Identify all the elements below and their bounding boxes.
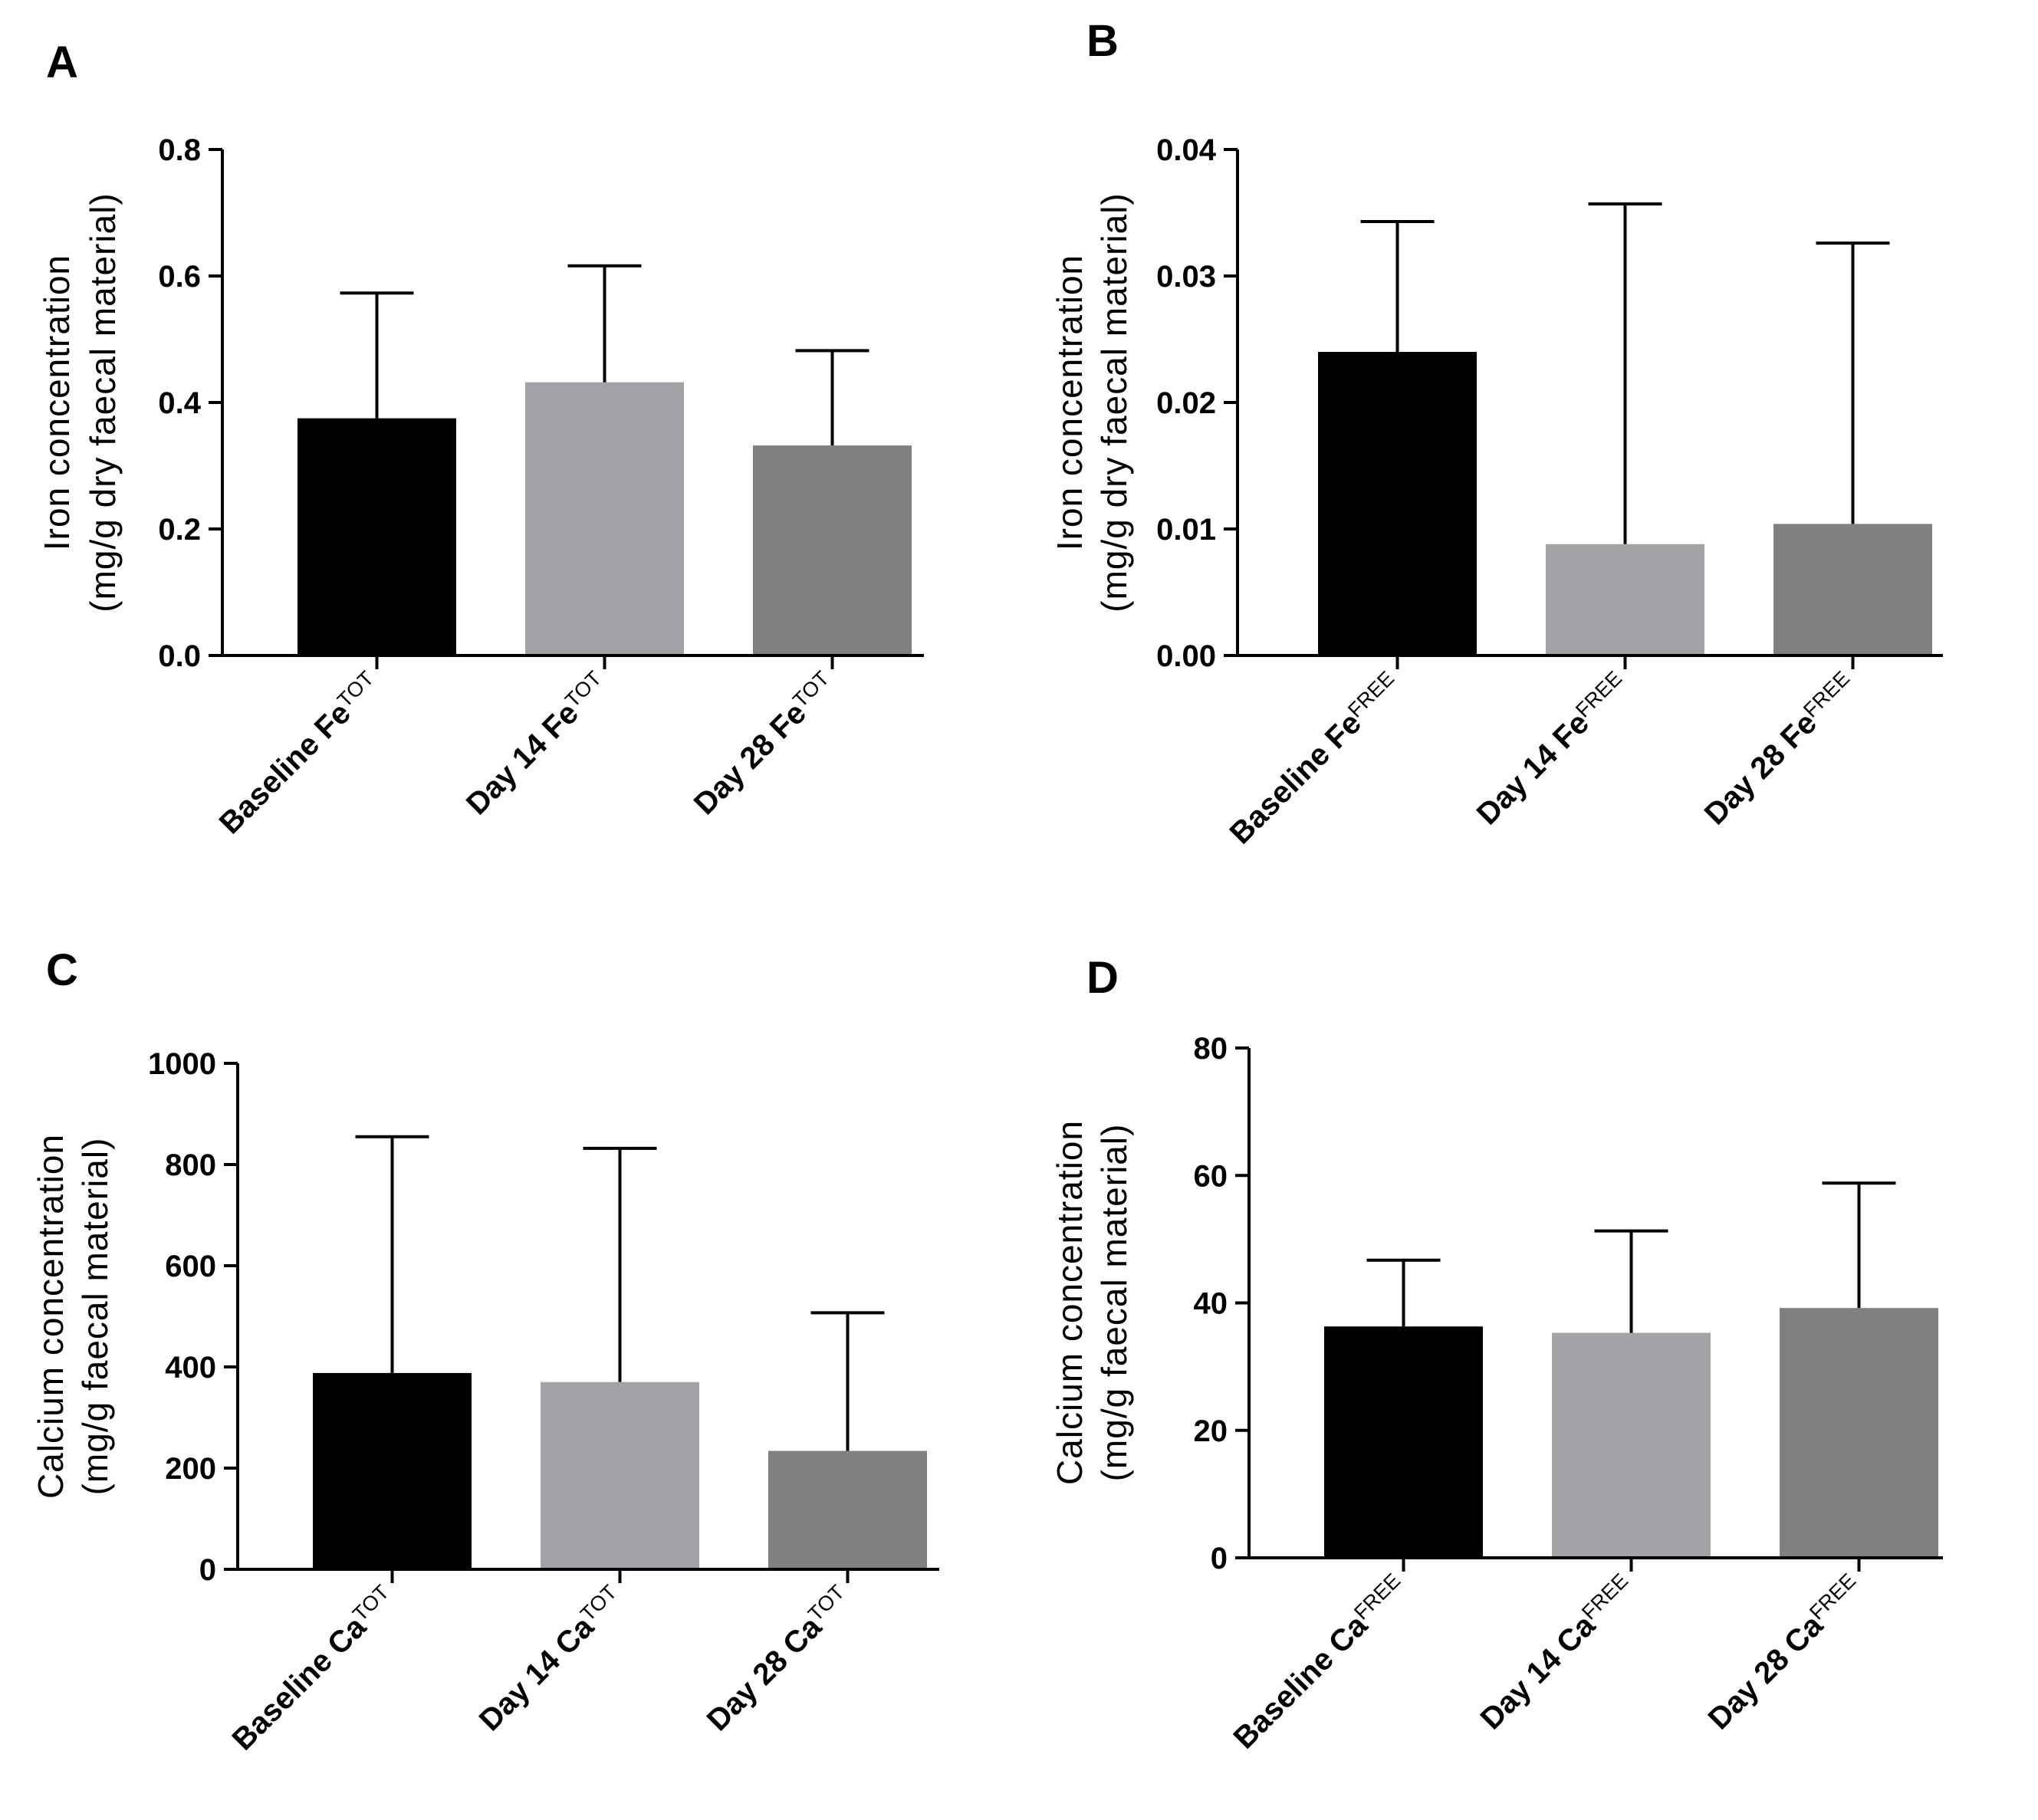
x-tick-label-main: Day 28 Fe: [688, 696, 813, 821]
chart-a: Baseline FeTOT Day 14 FeTOT Day 28 FeTOT 0.…: [37, 133, 924, 841]
x-tick-label-main: Day 14 Fe: [460, 696, 585, 821]
x-tick-label-main: Day 14 Ca: [473, 1610, 601, 1738]
y-tick-label-1: 200: [165, 1452, 216, 1486]
y-tick-label-1: 0.2: [158, 513, 201, 547]
x-tick-label-sub: FREE: [1799, 667, 1854, 722]
panel-b: B Baseline FeFREE Day 14 FeFREE Day 28 FeF…: [1019, 0, 2038, 910]
x-tick-label-sub: FREE: [1343, 667, 1399, 722]
bar-3: [1780, 1308, 1938, 1558]
y-axis-label-line-1: Calcium concentration: [1050, 1120, 1090, 1485]
x-tick-label-main: Day 28 Ca: [1702, 1608, 1830, 1736]
y-tick-label-4: 80: [1194, 1032, 1228, 1066]
x-tick-label-3: Day 28 FeFREE: [1698, 667, 1862, 832]
bar-1: [313, 1372, 472, 1569]
x-tick-label-main: Baseline Ca: [1227, 1608, 1374, 1756]
x-tick-label-2: Day 14 CaFREE: [1474, 1569, 1641, 1736]
x-tick-label-main: Baseline Ca: [226, 1610, 373, 1757]
y-tick-label-0: 0: [1211, 1542, 1228, 1575]
bar-1: [1318, 352, 1477, 655]
y-tick-label-2: 0.4: [158, 386, 201, 420]
y-tick-label-1: 0.01: [1156, 513, 1216, 547]
x-tick-label-main: Baseline Fe: [213, 696, 357, 840]
x-tick-label-main: Day 14 Ca: [1474, 1608, 1602, 1736]
panel-label-a: A: [46, 38, 78, 87]
x-tick-label-2: Day 14 CaTOT: [472, 1581, 629, 1738]
x-tick-label-1: Baseline FeTOT: [212, 667, 386, 841]
panel-label-d: D: [1086, 953, 1119, 1003]
y-tick-label-2: 40: [1194, 1287, 1228, 1321]
panel-d: D Baseline CaFREE Day 14 CaFREE Day 28 CaF…: [1019, 910, 2038, 1820]
y-axis-label-line-1: Calcium concentration: [31, 1134, 71, 1499]
x-tick-label-3: Day 28 CaTOT: [700, 1581, 857, 1738]
y-tick-label-0: 0: [199, 1553, 216, 1587]
bar-1: [1324, 1326, 1483, 1558]
x-tick-label-2: Day 14 FeFREE: [1470, 667, 1635, 832]
chart-c: Baseline CaTOT Day 14 CaTOT Day 28 CaTOT 0 2…: [31, 1047, 939, 1757]
bar-1: [297, 418, 456, 655]
x-tick-label-main: Day 14 Fe: [1471, 706, 1596, 831]
y-axis-label-line-2: (mg/g faecal material): [1094, 1124, 1134, 1482]
x-tick-label-3: Day 28 CaFREE: [1701, 1569, 1869, 1736]
y-tick-label-4: 800: [165, 1148, 216, 1182]
x-tick-label-1: Baseline FeFREE: [1223, 667, 1407, 851]
y-tick-label-0: 0.00: [1156, 639, 1216, 673]
y-tick-label-4: 0.8: [158, 133, 201, 167]
y-tick-label-5: 1000: [148, 1047, 216, 1081]
bar-2: [525, 382, 684, 655]
y-tick-label-1: 20: [1194, 1414, 1228, 1448]
x-tick-label-2: Day 14 FeTOT: [459, 667, 614, 822]
panel-a: A Baseline FeTOT Day 14 FeTOT Day 28 FeTOT…: [0, 0, 1019, 910]
y-tick-label-3: 0.6: [158, 260, 201, 294]
x-tick-label-3: Day 28 FeTOT: [687, 667, 842, 822]
y-tick-label-2: 0.02: [1156, 386, 1216, 420]
y-axis-label-line-2: (mg/g dry faecal material): [83, 192, 123, 613]
y-tick-label-3: 0.03: [1156, 260, 1216, 294]
bar-3: [768, 1450, 927, 1569]
x-tick-label-1: Baseline CaFREE: [1227, 1569, 1413, 1756]
bar-2: [541, 1381, 699, 1569]
panel-label-c: C: [46, 945, 78, 995]
panel-c: C Baseline CaTOT Day 14 CaTOT Day 28 CaTOT…: [0, 910, 1019, 1820]
y-axis-label-line-2: (mg/g dry faecal material): [1094, 192, 1134, 613]
x-tick-label-sub: FREE: [1571, 667, 1626, 722]
x-tick-label-main: Baseline Fe: [1224, 706, 1368, 850]
y-axis-label-line-1: Iron concentration: [37, 255, 77, 550]
x-tick-label-sub: FREE: [1349, 1569, 1405, 1625]
x-tick-label-main: Day 28 Fe: [1698, 706, 1823, 831]
y-tick-label-0: 0.0: [158, 639, 201, 673]
x-tick-label-1: Baseline CaTOT: [225, 1581, 402, 1757]
y-tick-label-4: 0.04: [1156, 133, 1217, 167]
bar-2: [1546, 544, 1704, 655]
y-tick-label-3: 60: [1194, 1159, 1228, 1193]
x-tick-label-sub: FREE: [1805, 1569, 1860, 1625]
y-tick-label-2: 400: [165, 1351, 216, 1385]
x-tick-label-sub: FREE: [1577, 1569, 1632, 1625]
x-tick-label-main: Day 28 Ca: [701, 1610, 829, 1738]
bar-3: [1773, 524, 1932, 655]
panel-label-b: B: [1086, 16, 1119, 66]
y-axis-label-line-2: (mg/g faecal material): [75, 1138, 115, 1496]
y-axis-label-line-1: Iron concentration: [1050, 255, 1090, 550]
y-tick-label-3: 600: [165, 1250, 216, 1283]
bar-2: [1552, 1332, 1711, 1558]
bar-3: [753, 445, 912, 655]
